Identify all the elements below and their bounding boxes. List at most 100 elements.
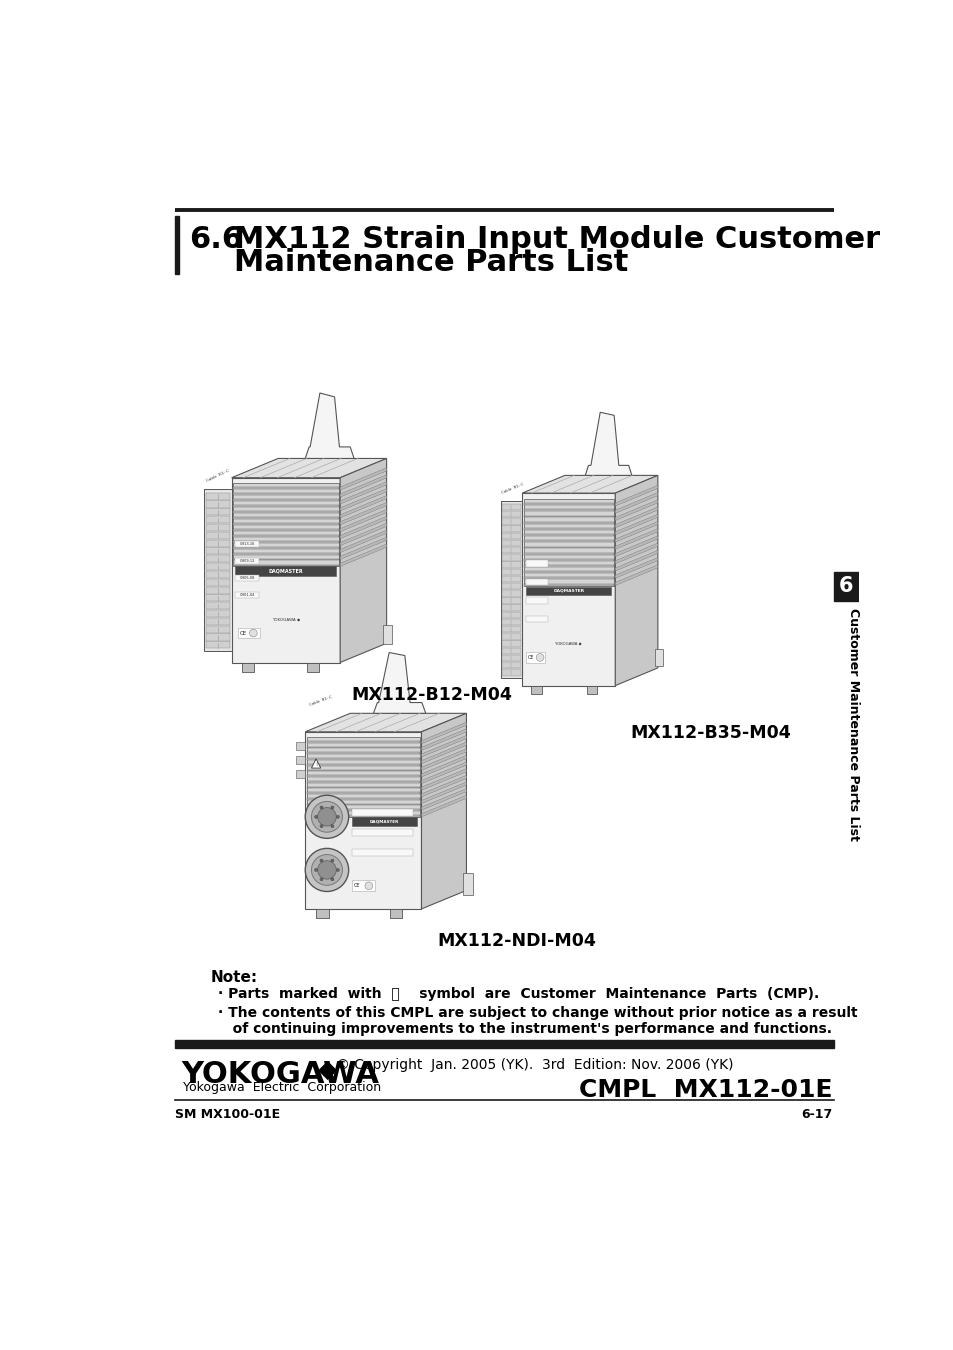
Bar (523, 504, 613, 505)
Bar (307, 747, 419, 748)
Circle shape (331, 806, 334, 809)
Text: of continuing improvements to the instrument's performance and functions.: of continuing improvements to the instru… (218, 1022, 832, 1035)
Bar (237, 628, 259, 639)
Polygon shape (421, 775, 466, 796)
Text: CE: CE (239, 630, 247, 636)
Bar (206, 610, 230, 617)
Polygon shape (615, 500, 658, 521)
Bar (352, 880, 375, 891)
Bar (233, 541, 338, 543)
Bar (523, 509, 613, 512)
Polygon shape (340, 509, 386, 532)
Circle shape (331, 878, 334, 880)
Bar (501, 555, 520, 560)
Circle shape (317, 807, 335, 826)
Polygon shape (615, 514, 658, 535)
Polygon shape (340, 482, 386, 504)
Bar (206, 618, 230, 625)
Bar (206, 516, 230, 524)
Bar (307, 798, 419, 799)
Text: Cable  R1: C: Cable R1: C (309, 695, 333, 707)
Circle shape (319, 806, 323, 809)
Bar (525, 579, 547, 585)
Text: Cable  R1: C: Cable R1: C (500, 483, 524, 495)
Bar (523, 547, 613, 548)
Bar (352, 809, 413, 815)
Text: MX112 Strain Input Module Customer: MX112 Strain Input Module Customer (233, 225, 880, 254)
Circle shape (335, 815, 339, 818)
Circle shape (331, 825, 334, 828)
Bar (206, 547, 230, 555)
Bar (233, 559, 338, 560)
Bar (390, 909, 402, 918)
Circle shape (335, 868, 339, 872)
Bar (206, 524, 230, 531)
Polygon shape (340, 544, 386, 567)
Bar (501, 612, 520, 618)
Polygon shape (615, 536, 658, 556)
Bar (501, 575, 520, 582)
Bar (307, 769, 419, 771)
Bar (307, 815, 419, 817)
Bar (295, 756, 305, 764)
Circle shape (314, 815, 317, 818)
Bar (233, 547, 338, 548)
Circle shape (319, 859, 323, 863)
Bar (521, 493, 615, 686)
Polygon shape (615, 529, 658, 549)
Text: 6: 6 (838, 576, 853, 597)
Polygon shape (421, 743, 466, 764)
Polygon shape (615, 551, 658, 571)
Bar (235, 591, 258, 598)
Text: CH13-16: CH13-16 (239, 541, 254, 545)
Bar (307, 764, 419, 765)
Bar (501, 662, 520, 668)
Text: DAQMASTER: DAQMASTER (269, 568, 303, 574)
Circle shape (536, 653, 543, 662)
Bar (235, 575, 258, 580)
Bar (206, 540, 230, 547)
Text: 6-17: 6-17 (801, 1107, 831, 1120)
Polygon shape (421, 795, 466, 817)
Polygon shape (615, 485, 658, 506)
Polygon shape (340, 475, 386, 497)
Circle shape (305, 795, 348, 838)
Bar (501, 605, 520, 612)
Bar (501, 648, 520, 653)
Bar (206, 563, 230, 570)
Polygon shape (615, 543, 658, 564)
Bar (233, 500, 338, 501)
Bar (174, 216, 179, 274)
Polygon shape (421, 749, 466, 771)
Bar (501, 512, 520, 517)
Bar (382, 625, 392, 644)
Polygon shape (340, 495, 386, 518)
Bar (206, 579, 230, 586)
Bar (501, 670, 520, 675)
Text: Customer Maintenance Parts List: Customer Maintenance Parts List (846, 608, 860, 841)
Bar (833, 571, 858, 601)
Bar (233, 505, 338, 508)
Polygon shape (340, 537, 386, 559)
Text: !: ! (314, 761, 317, 767)
Polygon shape (615, 475, 658, 686)
Bar (501, 655, 520, 662)
Bar (206, 586, 230, 594)
Bar (307, 803, 419, 806)
Bar (233, 517, 338, 518)
Bar (307, 810, 419, 811)
Bar (233, 529, 338, 531)
Bar (233, 535, 338, 537)
Bar (501, 626, 520, 632)
Bar (206, 571, 230, 578)
Bar (206, 555, 230, 563)
Polygon shape (615, 558, 658, 578)
Bar (352, 829, 413, 836)
Bar (501, 533, 520, 539)
Text: MX112-B12-M04: MX112-B12-M04 (352, 686, 512, 703)
Polygon shape (521, 475, 658, 493)
Polygon shape (421, 736, 466, 757)
Bar (525, 560, 547, 567)
Bar (206, 501, 230, 508)
Bar (501, 540, 520, 547)
